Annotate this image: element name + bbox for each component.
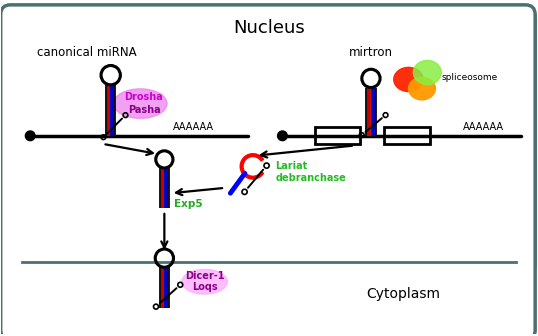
Bar: [315, 127, 360, 144]
Text: spliceosome: spliceosome: [442, 73, 498, 82]
Circle shape: [25, 131, 35, 141]
Text: Exp5: Exp5: [174, 199, 203, 209]
Ellipse shape: [394, 68, 423, 91]
Text: Loqs: Loqs: [192, 282, 217, 292]
Text: Nucleus: Nucleus: [233, 19, 305, 38]
Text: AAAAAA: AAAAAA: [463, 122, 504, 131]
Text: AAAAAA: AAAAAA: [173, 122, 214, 131]
Text: canonical miRNA: canonical miRNA: [37, 46, 136, 59]
Text: Cytoplasm: Cytoplasm: [366, 287, 440, 301]
Text: mirtron: mirtron: [349, 46, 393, 59]
FancyBboxPatch shape: [1, 11, 535, 274]
Ellipse shape: [182, 269, 228, 294]
Ellipse shape: [408, 77, 435, 100]
Ellipse shape: [413, 60, 441, 85]
Text: Lariat
debranchase: Lariat debranchase: [275, 161, 346, 182]
Bar: [384, 127, 430, 144]
Text: Dicer-1: Dicer-1: [185, 271, 224, 281]
Ellipse shape: [114, 89, 167, 118]
Text: Pasha: Pasha: [128, 105, 160, 115]
FancyBboxPatch shape: [1, 5, 535, 336]
Text: Drosha: Drosha: [125, 92, 164, 102]
Circle shape: [278, 131, 287, 141]
